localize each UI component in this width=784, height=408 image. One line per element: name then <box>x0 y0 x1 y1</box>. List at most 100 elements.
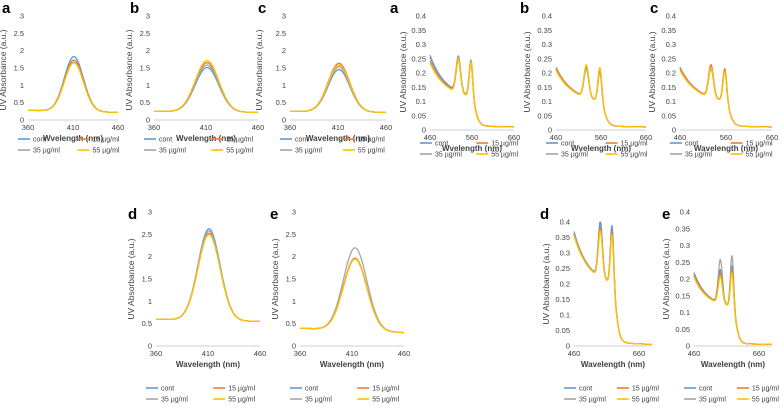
series-line <box>154 64 259 114</box>
series-line <box>299 258 405 334</box>
y-tick-label: 0.35 <box>661 26 676 35</box>
y-axis-label: UV Absorbance (a.u.) <box>124 29 134 110</box>
x-axis-label: Wavelength (nm) <box>320 360 384 369</box>
legend-label: 35 µg/ml <box>161 397 188 404</box>
x-axis-label: Wavelength (nm) <box>306 134 370 143</box>
y-tick-label: 0.1 <box>680 308 690 317</box>
legend-label: 55 µg/ml <box>228 397 255 404</box>
y-tick-label: 0 <box>292 342 296 351</box>
y-tick-label: 0.35 <box>537 26 552 35</box>
legend-label: 55 µg/ml <box>372 397 399 404</box>
x-tick-label: 660 <box>633 349 646 358</box>
series-line <box>429 57 515 128</box>
panel-letter: d <box>540 206 549 223</box>
series-line <box>156 230 261 323</box>
legend-label: 15 µg/ml <box>93 137 120 144</box>
y-tick-label: 0 <box>282 116 286 125</box>
series-line <box>299 257 405 334</box>
y-tick-label: 0.05 <box>537 111 552 120</box>
legend-label: 55 µg/ml <box>491 152 518 159</box>
chart-q_b: b 0 0.05 0.1 0.15 0.2 0.25 0.3 0.35 0.4 460 560 660 W… <box>520 0 652 159</box>
y-tick-label: 0.25 <box>661 54 676 63</box>
y-tick-label: 2 <box>148 252 152 261</box>
y-axis-label: UV Absorbance (a.u.) <box>661 238 671 319</box>
legend-label: 15 µg/ml <box>491 141 518 148</box>
y-tick-label: 0.4 <box>560 218 570 227</box>
y-tick-label: 0.25 <box>675 258 690 267</box>
series-line <box>156 228 261 323</box>
x-axis-label: Wvelength (nm) <box>43 134 103 143</box>
y-tick-label: 1 <box>292 297 296 306</box>
x-tick-label: 660 <box>508 133 521 142</box>
y-tick-label: 2.5 <box>286 230 296 239</box>
y-tick-label: 0.25 <box>537 54 552 63</box>
legend-label: 35 µg/ml <box>33 148 60 155</box>
x-tick-label: 410 <box>67 123 80 132</box>
y-tick-label: 0.1 <box>416 97 426 106</box>
y-tick-label: 0.15 <box>411 83 426 92</box>
series-line <box>154 62 259 114</box>
x-axis-label: Wvelength (nm) <box>176 134 236 143</box>
x-tick-label: 460 <box>254 349 267 358</box>
y-tick-label: 0.5 <box>276 98 286 107</box>
y-tick-label: 0.3 <box>542 40 552 49</box>
legend-label: 35 µg/ml <box>435 152 462 159</box>
y-axis-label: UV Absorbance (a.u.) <box>647 31 657 112</box>
y-tick-label: 2 <box>20 46 24 55</box>
series-line <box>27 61 119 114</box>
y-tick-label: 2 <box>146 46 150 55</box>
chart-sb_a: a 0 0.5 1 1.5 2 2.5 3 360 410 460 Wvelength (nm) UV … <box>0 0 124 155</box>
y-axis-label: UV Absorbance (a.u.) <box>0 29 8 110</box>
x-tick-label: 660 <box>766 133 779 142</box>
x-tick-label: 560 <box>466 133 479 142</box>
panel-letter: d <box>128 206 137 223</box>
legend-label: 15 µg/ml <box>226 137 253 144</box>
x-tick-label: 410 <box>346 349 359 358</box>
x-axis-label: Wvelength (nm) <box>571 144 631 153</box>
series-line <box>679 66 773 128</box>
panel-letter: b <box>520 0 529 17</box>
series-line <box>289 68 387 114</box>
x-tick-label: 360 <box>150 349 163 358</box>
x-tick-label: 410 <box>200 123 213 132</box>
legend-label: 35 µg/ml <box>561 152 588 159</box>
x-tick-label: 460 <box>380 123 393 132</box>
y-axis-label: UV Absorbance (a.u.) <box>254 29 264 110</box>
chart-q_a: a 0 0.05 0.1 0.15 0.2 0.25 0.3 0.35 0.4 460 560 660 W… <box>390 0 520 159</box>
y-tick-label: 2.5 <box>276 29 286 38</box>
legend-label: 15 µg/ml <box>632 386 659 393</box>
legend-label: 15 µg/ml <box>752 386 779 393</box>
chart-sb_c: c 0 0.5 1 1.5 2 2.5 3 360 410 460 Wavelength (nm) UV… <box>254 0 392 155</box>
y-tick-label: 0.5 <box>140 98 150 107</box>
panel-letter: b <box>130 0 139 17</box>
x-tick-label: 660 <box>753 349 766 358</box>
x-axis-label: Wvelength (nm) <box>442 144 502 153</box>
legend-label: 15 µg/ml <box>228 386 255 393</box>
x-tick-label: 360 <box>22 123 35 132</box>
series-line <box>289 62 387 114</box>
y-tick-label: 3 <box>292 208 296 217</box>
x-tick-label: 560 <box>595 133 608 142</box>
series-line <box>555 64 647 128</box>
y-tick-label: 1.5 <box>14 64 24 73</box>
y-tick-label: 0.2 <box>542 69 552 78</box>
y-tick-label: 1 <box>20 81 24 90</box>
y-tick-label: 0.2 <box>416 69 426 78</box>
series-line <box>156 232 261 323</box>
y-tick-label: 0.4 <box>542 12 552 21</box>
y-tick-label: 0.3 <box>560 249 570 258</box>
x-tick-label: 460 <box>112 123 125 132</box>
y-axis-label: UV Absorbance (a.u.) <box>398 31 408 112</box>
y-tick-label: 3 <box>20 12 24 21</box>
legend-label: cont <box>295 137 308 144</box>
x-tick-label: 410 <box>202 349 215 358</box>
panel-letter: c <box>258 0 266 17</box>
x-tick-label: 460 <box>674 133 687 142</box>
y-axis-label: UV Absorbance (a.u.) <box>126 238 136 319</box>
y-tick-label: 0.05 <box>555 326 570 335</box>
series-line <box>27 55 119 114</box>
chart-sb_e: e 0 0.5 1 1.5 2 2.5 3 360 410 460 Wavelength (nm) UV… <box>270 206 410 404</box>
x-tick-label: 460 <box>398 349 411 358</box>
y-tick-label: 0.35 <box>675 224 690 233</box>
y-tick-label: 0.1 <box>542 97 552 106</box>
